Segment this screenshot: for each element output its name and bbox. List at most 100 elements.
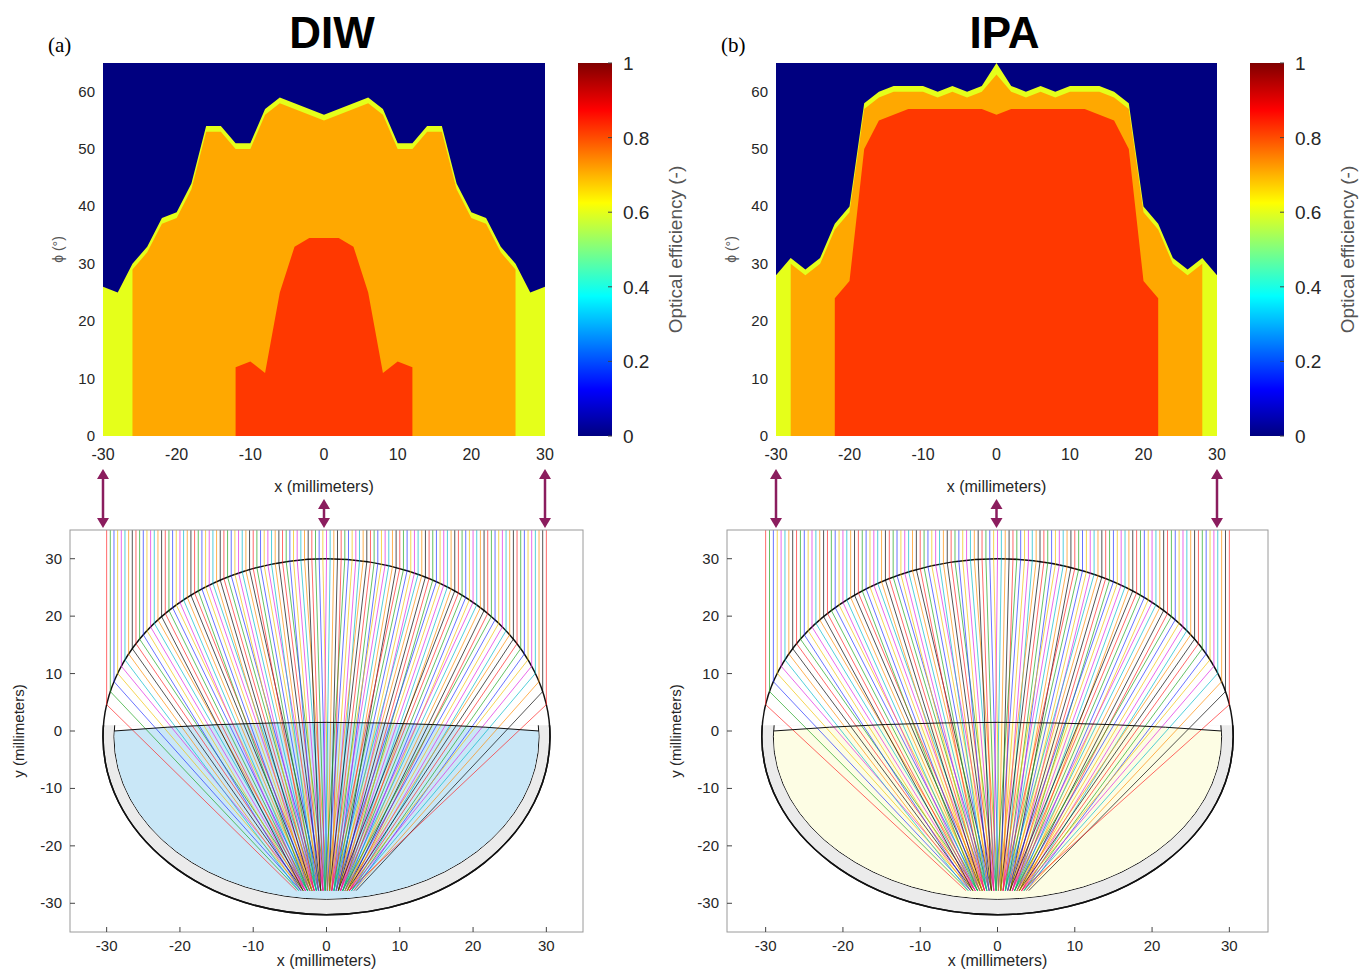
x-tick-label: 30: [1221, 937, 1238, 954]
ray: [901, 530, 982, 891]
x-axis-title: x (millimeters): [948, 952, 1048, 969]
ray: [800, 530, 977, 891]
ray: [345, 530, 480, 891]
y-tick: [727, 903, 732, 904]
ray: [347, 530, 528, 891]
arrow-shaft: [1216, 477, 1219, 520]
y-tick-label: 30: [45, 550, 62, 567]
ray: [1022, 530, 1183, 891]
ray: [312, 530, 323, 891]
colorbar-tick: [1280, 361, 1284, 362]
y-tick-label: 0: [54, 722, 62, 739]
rays: [107, 530, 547, 891]
ray: [345, 530, 510, 891]
colorbar-tick: [608, 137, 612, 138]
arrow-head: [539, 518, 551, 528]
colorbar-tick: [1280, 436, 1284, 437]
ray: [206, 530, 312, 891]
ray: [1010, 530, 1133, 891]
panel-letter: (a): [48, 33, 71, 57]
meniscus: [773, 722, 1221, 731]
x-tick: [473, 927, 474, 932]
y-tick-label: -30: [40, 894, 62, 911]
x-tick-label: -30: [96, 937, 118, 954]
ray: [998, 530, 1036, 891]
y-tick: [727, 845, 732, 846]
ray: [1017, 530, 1160, 891]
ray: [1012, 530, 1121, 891]
ray: [1021, 530, 1229, 891]
ray: [1022, 530, 1168, 891]
y-tick: [70, 558, 75, 559]
colorbar-tick-label: 0.4: [623, 277, 650, 298]
x-tick: [765, 927, 766, 932]
ray: [352, 530, 506, 891]
arrow-shaft: [775, 477, 778, 520]
ray: [816, 530, 978, 891]
x-tick-label: 20: [1135, 446, 1153, 463]
colorbar-tick: [1280, 212, 1284, 213]
ray: [354, 530, 524, 891]
ray: [345, 530, 466, 891]
y-tick: [727, 673, 732, 674]
y-axis-title: y (millimeters): [10, 684, 27, 777]
ray: [343, 530, 492, 891]
y-tick: [727, 788, 732, 789]
y-tick-label: -10: [697, 779, 719, 796]
ray: [974, 530, 998, 891]
ray: [242, 530, 316, 891]
arrow-head: [97, 469, 109, 479]
link-arrow: [539, 469, 551, 528]
colorbar-tick-label: 0.4: [1295, 277, 1322, 298]
y-tick-label: 10: [751, 370, 768, 387]
arrow-head: [318, 518, 330, 528]
ray: [912, 530, 989, 891]
x-tick-label: 10: [391, 937, 408, 954]
x-tick: [253, 927, 254, 932]
ray: [349, 530, 546, 891]
ray: [347, 530, 484, 891]
y-tick-label: 50: [78, 140, 95, 157]
ray: [967, 530, 994, 891]
ray: [341, 530, 444, 891]
x-tick: [546, 927, 547, 932]
y-tick-label: 20: [45, 607, 62, 624]
ray: [858, 530, 984, 891]
ray: [343, 530, 462, 891]
ray: [1024, 530, 1218, 891]
ray: [356, 530, 543, 891]
x-tick-label: 0: [320, 446, 329, 463]
x-tick-label: 20: [465, 937, 482, 954]
ray: [343, 530, 477, 891]
figure: -30-20-1001020300102030405060x (millimet…: [0, 0, 1371, 976]
plot-frame: [70, 530, 583, 932]
ray: [978, 530, 991, 891]
x-tick-label: -20: [832, 937, 854, 954]
x-tick: [1074, 927, 1075, 932]
ray: [1022, 530, 1199, 891]
colorbar-tick-label: 0: [623, 426, 634, 447]
arrow-head: [991, 518, 1003, 528]
ray: [352, 530, 536, 891]
x-tick: [326, 927, 327, 932]
rays: [766, 530, 1230, 891]
ray: [1015, 530, 1172, 891]
x-tick: [1229, 927, 1230, 932]
x-tick-label: -10: [911, 446, 934, 463]
ray: [235, 530, 312, 891]
ray: [1026, 530, 1221, 891]
x-tick-label: -20: [165, 446, 188, 463]
y-tick-label: 20: [702, 607, 719, 624]
y-tick-label: 10: [702, 665, 719, 682]
ray: [1010, 530, 1102, 891]
panel-title: DIW: [289, 8, 375, 57]
ray: [1019, 530, 1210, 891]
y-tick-label: 10: [78, 370, 95, 387]
ray: [996, 530, 1001, 891]
y-tick-label: 0: [760, 427, 768, 444]
colorbar-tick-label: 0.2: [623, 351, 649, 372]
y-tick-label: 40: [78, 197, 95, 214]
y-axis-title: ϕ (°): [723, 236, 739, 263]
link-arrow: [991, 499, 1003, 528]
arrow-head: [770, 518, 782, 528]
